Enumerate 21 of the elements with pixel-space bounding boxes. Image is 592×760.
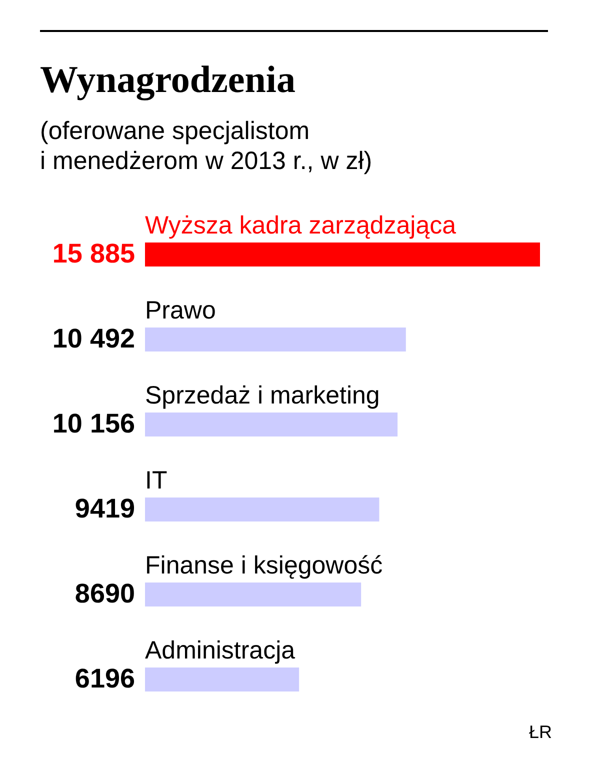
chart-subtitle: (oferowane specjalistom i menedżerom w 2013 r., w zł) [40,116,372,176]
y-tick-label: Administracja [145,636,296,664]
data-label: 9419 [74,494,135,524]
y-tick-label: Sprzedaż i marketing [145,382,380,410]
text: ŁR [528,722,552,743]
y-tick-label: Finanse i księgowość [145,552,383,580]
bar [145,412,398,436]
bar [145,668,300,692]
data-label: 8690 [74,578,135,608]
data-label: 10 492 [52,324,135,354]
data-label: 15 885 [52,238,135,268]
y-tick-label: Wyższa kadra zarządzająca [145,212,456,240]
bar [145,582,362,606]
bar [145,328,406,352]
bar [145,498,380,522]
data-label: 10 156 [52,408,135,438]
data-label: 6196 [74,664,135,694]
y-tick-label: Prawo [145,296,216,324]
bar [145,242,540,266]
y-tick-label: IT [145,466,168,494]
chart-title: Wynagrodzenia [40,58,296,102]
